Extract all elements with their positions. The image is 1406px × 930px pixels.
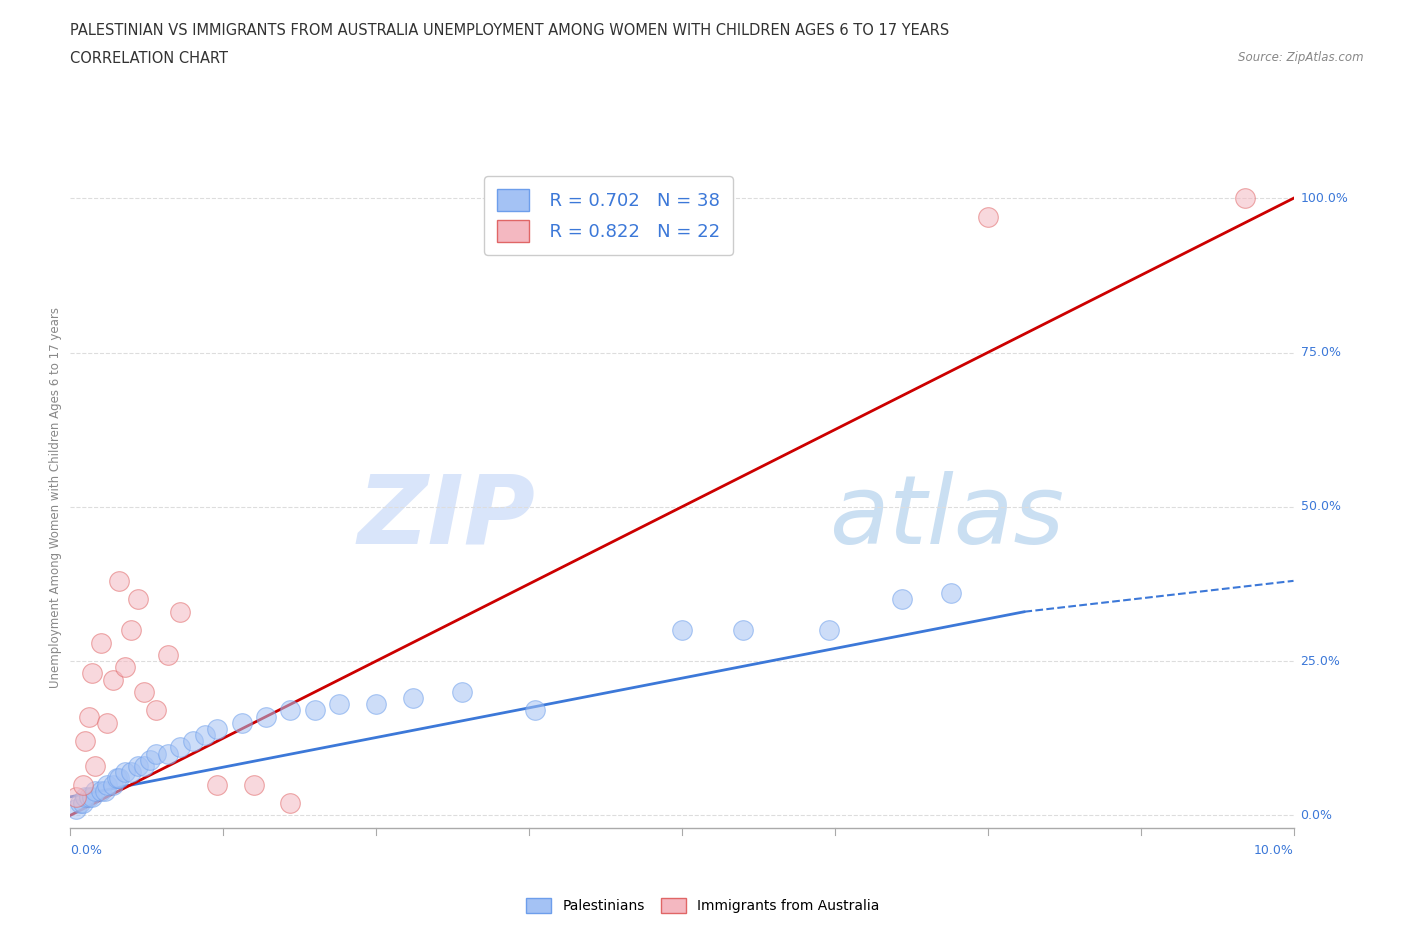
Point (139, 752, 162, 767)
Point (72, 795, 94, 810)
Point (145, 746, 167, 761)
Point (96, 777, 118, 792)
Text: atlas: atlas (828, 471, 1064, 564)
Point (127, 591, 149, 606)
Point (121, 764, 143, 779)
Point (108, 574, 131, 589)
Point (77, 710, 100, 724)
Point (90, 635, 112, 650)
Point (108, 771, 131, 786)
Text: Source: ZipAtlas.com: Source: ZipAtlas.com (1239, 51, 1364, 64)
Point (157, 746, 180, 761)
Point (114, 764, 136, 779)
Point (114, 659, 136, 674)
Text: 25.0%: 25.0% (1301, 655, 1340, 668)
Point (93, 783, 115, 798)
Point (65, 790, 87, 804)
Point (101, 672, 124, 687)
Point (132, 759, 155, 774)
Point (939, 586, 962, 601)
Point (524, 703, 547, 718)
Text: ZIP: ZIP (357, 471, 536, 564)
Text: 75.0%: 75.0% (1301, 346, 1340, 359)
Point (145, 703, 167, 718)
Point (254, 710, 277, 724)
Point (731, 623, 754, 638)
Point (101, 777, 124, 792)
Point (891, 591, 914, 606)
Text: 0.0%: 0.0% (70, 844, 103, 857)
Point (96, 715, 118, 730)
Point (366, 697, 388, 711)
Point (69, 795, 91, 810)
Point (817, 623, 839, 638)
Text: CORRELATION CHART: CORRELATION CHART (70, 51, 228, 66)
Point (73, 790, 96, 804)
Text: 50.0%: 50.0% (1301, 500, 1340, 513)
Text: 100.0%: 100.0% (1301, 192, 1348, 205)
Point (90, 783, 112, 798)
Point (402, 691, 425, 706)
Point (121, 623, 143, 638)
Point (157, 647, 180, 662)
Y-axis label: Unemployment Among Women with Children Ages 6 to 17 years: Unemployment Among Women with Children A… (49, 307, 62, 688)
Point (280, 795, 302, 810)
Point (72, 777, 94, 792)
Point (83, 759, 105, 774)
Point (132, 684, 155, 699)
Text: PALESTINIAN VS IMMIGRANTS FROM AUSTRALIA UNEMPLOYMENT AMONG WOMEN WITH CHILDREN : PALESTINIAN VS IMMIGRANTS FROM AUSTRALIA… (70, 23, 949, 38)
Point (1233, 191, 1256, 206)
Text: 0.0%: 0.0% (1301, 809, 1333, 822)
Point (169, 740, 191, 755)
Text: 10.0%: 10.0% (1254, 844, 1294, 857)
Point (304, 703, 326, 718)
Point (205, 722, 228, 737)
Point (194, 727, 217, 742)
Point (231, 715, 253, 730)
Point (243, 777, 266, 792)
Point (671, 623, 693, 638)
Legend:   R = 0.702   N = 38,   R = 0.822   N = 22: R = 0.702 N = 38, R = 0.822 N = 22 (484, 177, 733, 255)
Point (82, 790, 104, 804)
Point (169, 604, 191, 619)
Point (205, 777, 228, 792)
Point (83, 783, 105, 798)
Legend: Palestinians, Immigrants from Australia: Palestinians, Immigrants from Australia (520, 892, 886, 919)
Point (328, 697, 350, 711)
Point (73, 734, 96, 749)
Point (77, 790, 100, 804)
Point (280, 703, 302, 718)
Point (450, 684, 472, 699)
Point (181, 734, 204, 749)
Point (65, 802, 87, 817)
Point (127, 759, 149, 774)
Point (105, 771, 128, 786)
Point (82, 666, 104, 681)
Point (976, 209, 998, 224)
